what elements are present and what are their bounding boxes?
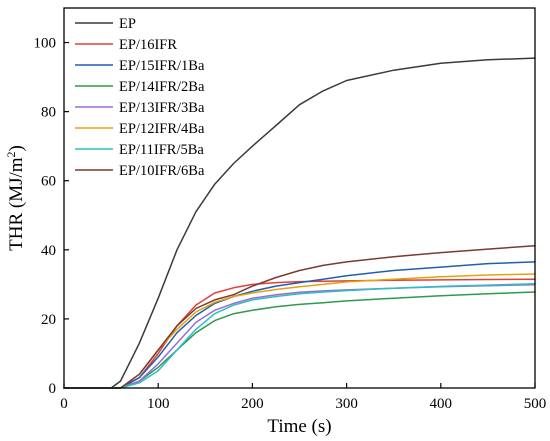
plot-frame — [63, 7, 536, 389]
x-tick-label: 400 — [430, 396, 453, 412]
y-tick-label: 60 — [41, 174, 56, 190]
series-line-7 — [63, 244, 536, 389]
series-line-0 — [63, 57, 536, 389]
legend-label-7: EP/10IFR/6Ba — [119, 163, 205, 179]
legend-label-3: EP/14IFR/2Ba — [119, 79, 205, 95]
y-tick-label: 80 — [41, 105, 56, 121]
series-line-2 — [63, 261, 536, 389]
x-tick-label: 100 — [147, 396, 170, 412]
x-tick-label: 300 — [335, 396, 358, 412]
series-line-5 — [63, 273, 536, 389]
ticks-layer: 0 100 200 300 400 500 0 20 40 60 80 100 — [34, 36, 547, 412]
series-line-3 — [63, 291, 536, 389]
legend-label-6: EP/11IFR/5Ba — [119, 142, 204, 158]
y-tick-label: 100 — [34, 36, 57, 52]
series-line-4 — [63, 283, 536, 389]
y-tick-label: 0 — [49, 381, 57, 397]
y-tick-label: 40 — [41, 243, 56, 259]
legend-label-1: EP/16IFR — [119, 37, 177, 53]
series-layer — [63, 57, 536, 389]
y-tick-label: 20 — [41, 312, 56, 328]
y-axis-title: THR (MJ/m2) — [4, 145, 27, 251]
legend: EP EP/16IFR EP/15IFR/1Ba EP/14IFR/2Ba EP/13I… — [75, 16, 205, 179]
legend-label-5: EP/12IFR/4Ba — [119, 121, 205, 137]
y-axis-title-close: ) — [6, 145, 27, 151]
legend-label-0: EP — [119, 16, 136, 32]
y-axis-title-main: THR (MJ/m — [6, 157, 27, 251]
x-tick-label: 500 — [524, 396, 547, 412]
series-line-6 — [63, 282, 536, 389]
x-axis-title: Time (s) — [267, 416, 331, 437]
legend-label-2: EP/15IFR/1Ba — [119, 58, 205, 74]
legend-label-4: EP/13IFR/3Ba — [119, 100, 205, 116]
x-tick-label: 0 — [60, 396, 68, 412]
series-line-1 — [63, 278, 536, 389]
x-tick-label: 200 — [241, 396, 264, 412]
y-axis-title-superscript: 2 — [4, 151, 18, 157]
